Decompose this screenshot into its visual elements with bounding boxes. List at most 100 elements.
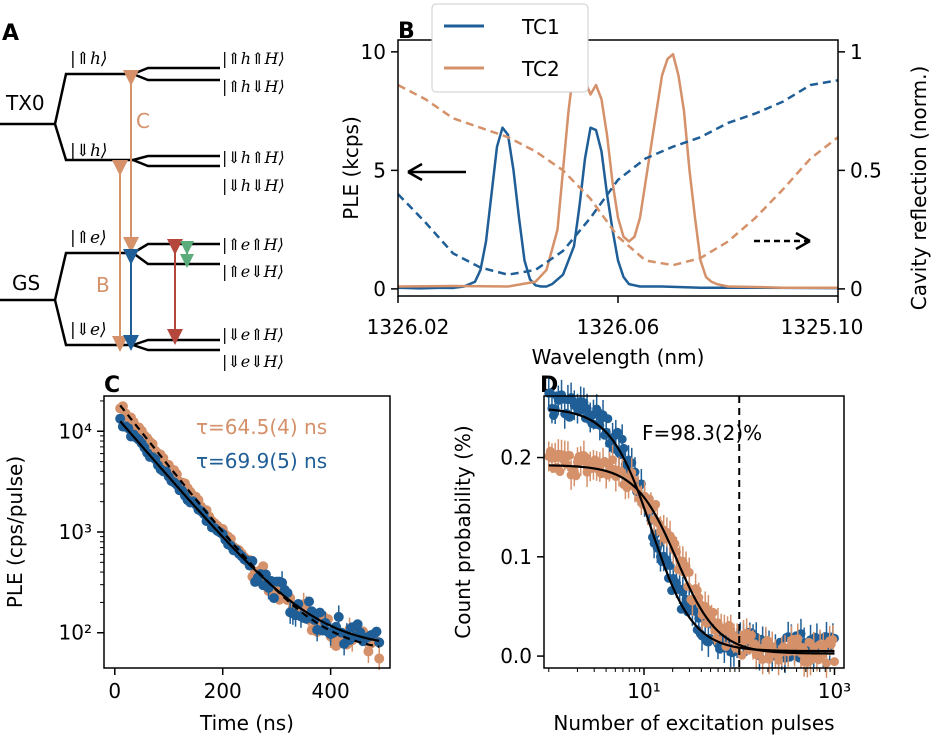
c-point-tc1 xyxy=(301,613,312,624)
b-ytick-label: 0 xyxy=(373,277,386,301)
tau-tc2-annotation: τ=64.5(4) ns xyxy=(196,415,327,439)
label-b: B xyxy=(96,273,110,297)
panel-d-xlabel: Number of excitation pulses xyxy=(553,711,834,735)
hf-gs-dn-2: |⇓e⇓H⟩ xyxy=(222,352,284,371)
hf-mid-2: |⇓h⇓H⟩ xyxy=(222,176,285,195)
d-point-tc2 xyxy=(571,471,581,481)
hf-gs-dn-1: |⇓e⇑H⟩ xyxy=(222,325,284,344)
c-xtick-label: 400 xyxy=(312,679,350,703)
c-ytick-label: 10⁴ xyxy=(59,419,92,443)
panel-b-ple-spectrum: B 1326.02 1326.06 1325.10 0 5 10 0 0.5 1 Wavelen… xyxy=(339,3,931,369)
panel-b-ylabel: PLE (kcps) xyxy=(339,116,363,220)
c-xtick-label: 0 xyxy=(108,679,121,703)
label-c: C xyxy=(136,109,150,133)
c-point-tc1 xyxy=(314,607,325,618)
legend-tc2-label: TC2 xyxy=(521,57,560,81)
panel-d-frame xyxy=(543,395,845,669)
d-fit-tc1 xyxy=(548,408,835,653)
d-point-tc2 xyxy=(793,634,803,644)
tx0-splitting xyxy=(0,72,133,162)
tx-dn-label: |⇓h⟩ xyxy=(70,141,108,161)
panel-b-xlabel: Wavelength (nm) xyxy=(532,345,705,369)
panel-b-y2label: Cavity reflection (norm.) xyxy=(907,66,931,311)
series-tc1 xyxy=(397,126,839,290)
d-point-tc1 xyxy=(665,561,675,571)
d-point-tc2 xyxy=(555,467,565,477)
c-fit-tc1 xyxy=(119,420,380,642)
d-point-tc2 xyxy=(774,655,784,665)
series-tc2-reflection xyxy=(397,83,839,267)
tx-dn-hyperfine xyxy=(132,154,220,168)
panel-a-level-diagram: A TX0 |⇑h⟩ |⇓h⟩ |⇑h⇑H⟩ |⇑h⇓H⟩ |⇓h⇑H⟩ |⇓h… xyxy=(0,21,285,371)
c-point-tc1 xyxy=(352,619,363,630)
b-y2tick-label: 1 xyxy=(850,40,863,64)
d-ytick-label: 0.0 xyxy=(500,644,532,668)
panel-d-ylabel: Count probability (%) xyxy=(451,425,475,638)
tx0-label: TX0 xyxy=(5,91,45,115)
hf-gs-up-1: |⇑e⇑H⟩ xyxy=(222,235,284,254)
c-xtick-label: 200 xyxy=(204,679,242,703)
tx-up-hyperfine xyxy=(132,66,220,82)
b-ytick-label: 10 xyxy=(361,40,386,64)
d-point-tc2 xyxy=(821,658,831,668)
b-xtick-label: 1326.02 xyxy=(367,315,450,339)
d-point-tc1 xyxy=(612,427,622,437)
gs-dn-hyperfine xyxy=(132,338,220,352)
d-fit-tc2 xyxy=(548,464,835,655)
c-point-tc2 xyxy=(258,561,269,572)
panel-c-ylabel: PLE (cps/pulse) xyxy=(3,456,27,608)
d-point-tc2 xyxy=(708,607,718,617)
legend-box xyxy=(431,3,589,93)
legend-tc1-label: TC1 xyxy=(521,15,560,39)
d-ytick-label: 0.2 xyxy=(500,446,532,470)
d-ytick-label: 0.1 xyxy=(500,545,532,569)
hf-top-1: |⇑h⇑H⟩ xyxy=(222,49,285,68)
d-point-tc2 xyxy=(608,455,618,465)
gs-up-label: |⇑e⟩ xyxy=(70,228,107,248)
tau-tc1-annotation: τ=69.9(5) ns xyxy=(196,449,327,473)
c-fit-tc2 xyxy=(119,404,380,648)
d-point-tc2 xyxy=(684,567,694,577)
d-point-tc1 xyxy=(617,434,627,444)
c-ytick-label: 10³ xyxy=(59,520,92,544)
d-point-tc2 xyxy=(565,450,575,460)
tx-up-label: |⇑h⟩ xyxy=(70,49,108,69)
hf-top-2: |⇑h⇓H⟩ xyxy=(222,77,285,96)
c-point-tc1 xyxy=(333,611,344,622)
gs-dn-label: |⇓e⟩ xyxy=(70,320,107,340)
gs-splitting xyxy=(0,251,133,347)
hf-mid-1: |⇓h⇑H⟩ xyxy=(222,148,285,167)
panel-a-label: A xyxy=(2,21,19,46)
d-point-tc1 xyxy=(603,414,613,424)
d-point-tc1 xyxy=(565,412,575,422)
c-point-tc1 xyxy=(115,413,126,424)
d-xtick-label: 10¹ xyxy=(627,679,660,703)
c-ytick-label: 10² xyxy=(59,621,92,645)
c-point-tc1 xyxy=(268,593,279,604)
panel-c-lifetime: C 0 200 400 10² 10³ 10⁴ Time (ns) PLE (cps/pu… xyxy=(3,373,391,735)
panel-c-label: C xyxy=(104,373,120,398)
c-point-tc2 xyxy=(374,653,385,664)
d-point-tc2 xyxy=(828,635,838,645)
b-xtick-label: 1325.10 xyxy=(781,315,864,339)
b-y2tick-label: 0.5 xyxy=(850,158,882,182)
gs-up-hyperfine xyxy=(132,242,220,266)
panel-b-label: B xyxy=(398,19,415,44)
hf-gs-up-2: |⇑e⇓H⟩ xyxy=(222,262,284,281)
d-xtick-label: 10³ xyxy=(818,679,851,703)
b-ytick-label: 5 xyxy=(373,158,386,182)
d-point-tc2 xyxy=(829,657,839,667)
c-point-tc1 xyxy=(304,596,315,607)
d-point-tc1 xyxy=(582,404,592,414)
panel-c-xlabel: Time (ns) xyxy=(199,711,294,735)
c-point-tc1 xyxy=(371,626,382,637)
series-tc2 xyxy=(397,52,838,289)
left-axis-arrowhead xyxy=(407,162,423,182)
series-tc1-reflection xyxy=(397,79,839,276)
right-axis-arrowhead xyxy=(795,231,811,251)
fidelity-annotation: F=98.3(2)% xyxy=(642,421,762,445)
b-y2tick-label: 0 xyxy=(850,277,863,301)
gs-label: GS xyxy=(12,271,40,295)
